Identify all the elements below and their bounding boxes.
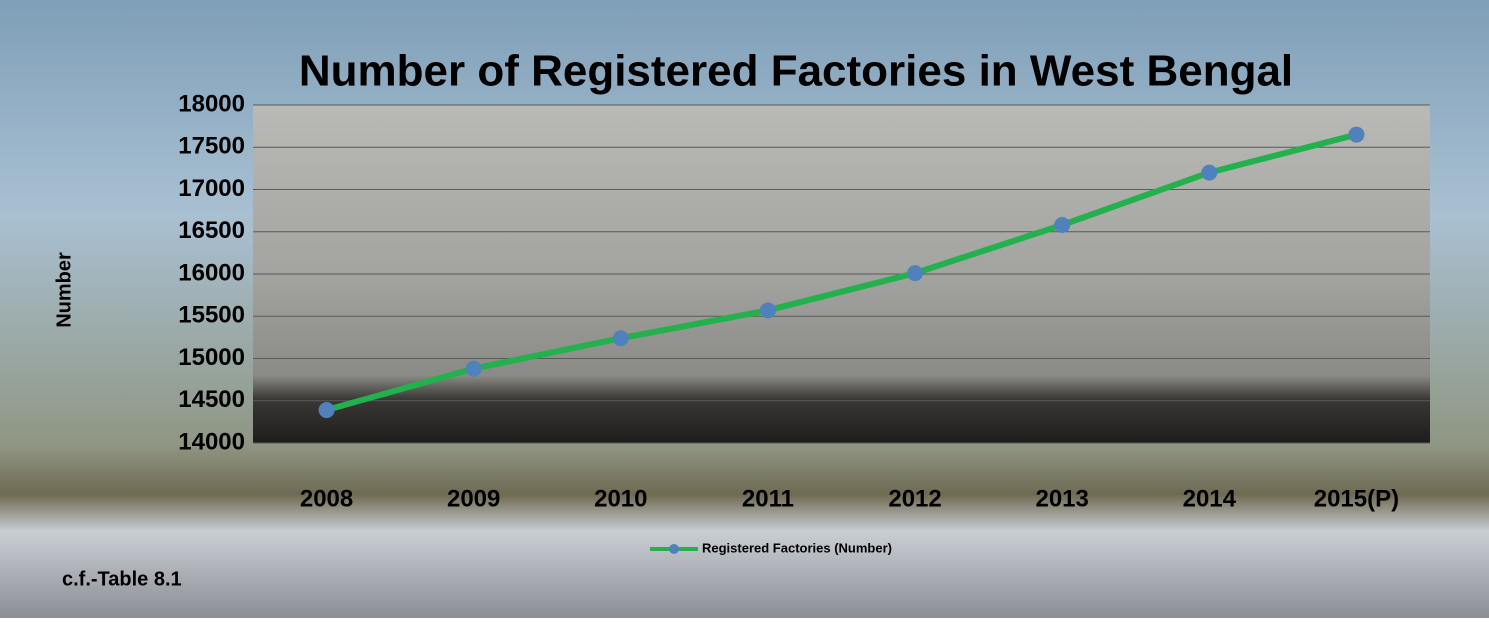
y-tick-label: 15500 (178, 302, 245, 329)
y-tick-label: 16000 (178, 259, 245, 286)
x-tick-label: 2013 (1035, 485, 1088, 512)
y-axis-label: Number (53, 252, 75, 328)
y-tick-label: 14000 (178, 428, 245, 455)
data-point (1054, 216, 1071, 233)
data-point (612, 330, 629, 347)
chart-title: Number of Registered Factories in West B… (299, 47, 1293, 96)
legend-marker (669, 544, 679, 554)
data-point (1348, 126, 1365, 143)
data-point (1201, 164, 1218, 181)
data-point (907, 265, 924, 282)
x-tick-label: 2008 (300, 485, 353, 512)
legend-label: Registered Factories (Number) (702, 540, 892, 555)
y-tick-label: 16500 (178, 217, 245, 244)
data-point (465, 360, 482, 377)
y-tick-label: 18000 (178, 90, 245, 117)
annotation: c.f.-Table 8.1 (62, 568, 182, 590)
x-tick-label: 2010 (594, 485, 647, 512)
x-tick-label: 2014 (1183, 485, 1237, 512)
x-tick-label: 2012 (888, 485, 941, 512)
y-tick-label: 14500 (178, 386, 245, 413)
y-tick-label: 15000 (178, 344, 245, 371)
data-line (325, 131, 1358, 413)
data-point (759, 302, 776, 319)
x-tick-label: 2015(P) (1314, 485, 1399, 512)
y-tick-label: 17000 (178, 175, 245, 202)
y-tick-label: 17500 (178, 133, 245, 160)
x-tick-label: 2011 (742, 485, 794, 512)
x-tick-label: 2009 (447, 485, 500, 512)
data-point (318, 402, 335, 419)
